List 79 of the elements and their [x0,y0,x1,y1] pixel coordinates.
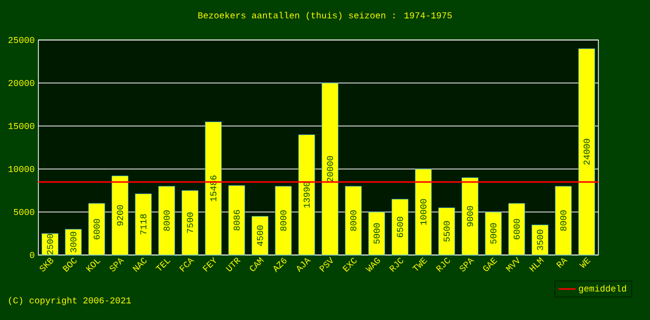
bar [414,168,432,256]
data-label: 8000 [350,210,356,231]
bar [134,194,152,256]
x-tick-label: FCA [179,258,194,272]
x-tick-label: TEL [155,259,170,271]
bar [182,190,198,256]
bar [462,177,478,256]
bar [578,48,596,256]
bar [508,203,526,256]
x-tick-label: SKB [40,258,54,272]
bar [158,186,176,256]
data-label: 8086 [234,210,240,230]
data-label: 8000 [560,210,566,231]
bar [554,186,572,256]
data-label: 13990 [304,182,310,208]
data-label: 4500 [256,225,264,246]
data-label: 6500 [396,216,404,238]
y-tick-label: 25000 [8,36,34,44]
x-tick-label: FEY [202,256,216,272]
x-tick-label: UTR [226,258,241,272]
x-tick-label: AJA [296,258,311,272]
y-tick-label: 20000 [8,80,34,86]
data-label: 5000 [490,223,496,244]
bar [368,212,386,256]
bar [344,186,362,256]
x-tick-label: SPA [110,258,124,272]
bar [228,185,246,256]
chart-title: Bezoekers aantallen (thuis) seizoen : 1974-1975 [198,12,452,20]
data-label: 6000 [514,218,520,240]
bar [392,198,408,256]
data-label: 6000 [94,218,100,240]
x-tick-label: AZ6 [274,258,286,272]
x-tick-label: WAG [365,258,380,272]
x-tick-label: KOL [86,259,101,272]
y-tick-label: 0 [30,252,34,258]
data-label: 5500 [444,221,450,242]
data-label: 9200 [116,205,124,226]
x-tick-label: HLM [529,257,544,272]
bar [298,134,316,256]
data-label: 5000 [374,223,380,244]
x-tick-label: GAE [483,257,498,272]
data-label: 7118 [140,214,146,234]
y-tick-label: 15000 [8,122,34,130]
y-tick-label: 10000 [8,166,34,172]
x-tick-label: WE [579,257,591,268]
x-tick-label: RA [556,258,568,268]
data-label: 24000 [584,138,590,165]
x-tick-label: RJC [436,258,450,272]
data-label: 8000 [164,210,170,231]
data-label: 9000 [466,206,474,226]
x-tick-label: RJC [389,258,404,272]
x-tick-label: TWE [412,257,428,271]
data-label: 8000 [280,210,286,231]
bar [204,122,222,256]
bar [484,212,502,256]
bar [42,233,58,256]
x-tick-label: SPA [460,258,474,272]
bar [532,224,548,256]
legend-label: gemiddeld [578,284,626,294]
bar [64,229,82,256]
bar [88,203,106,256]
data-label: 20000 [326,156,334,182]
x-tick-label: CAM [250,257,264,272]
y-tick-label: 5000 [14,208,34,216]
data-label: 10000 [420,199,426,225]
x-tick-label: BOC [62,258,76,272]
bar [438,208,456,256]
x-tick-label: NAC [132,258,146,272]
x-tick-label: PSV [319,256,333,272]
data-label: 7500 [186,212,194,233]
x-tick-label: EXC [342,258,356,272]
text: (C) copyright 2006-2021 [9,296,131,306]
bar [274,186,292,256]
bar [252,216,268,256]
bar [112,176,128,256]
data-label: 2500 [46,234,54,254]
bar [322,82,338,256]
data-label: 3000 [70,232,76,252]
data-label: 3500 [536,230,544,250]
